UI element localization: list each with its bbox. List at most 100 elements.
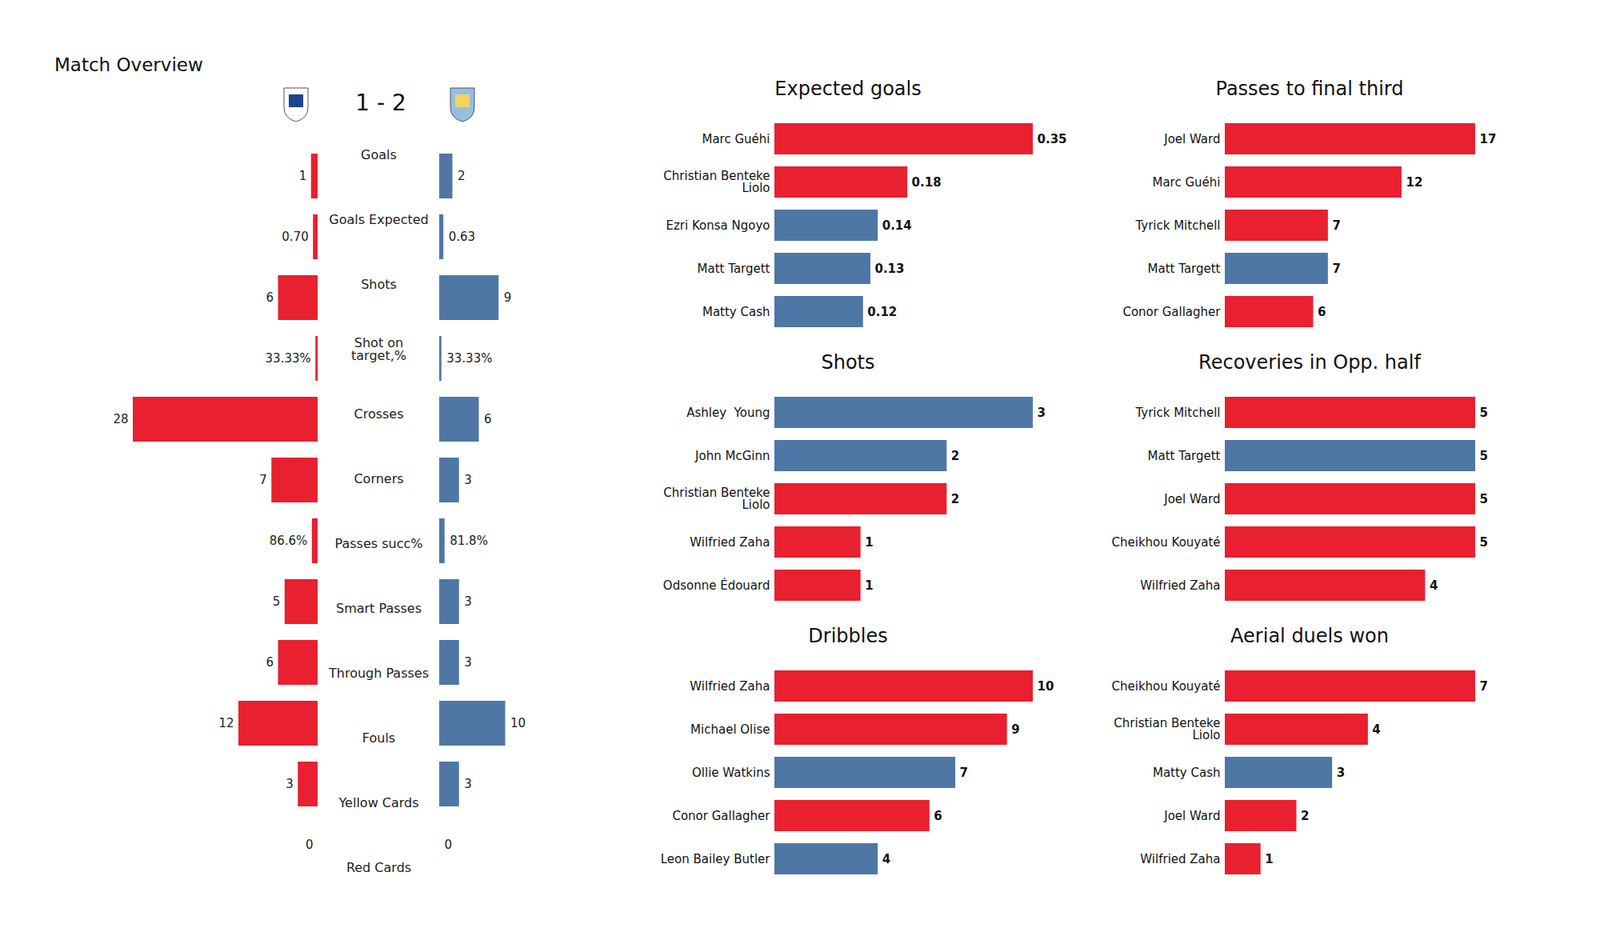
svg-text:6: 6 bbox=[484, 412, 492, 427]
svg-text:3: 3 bbox=[1037, 405, 1046, 420]
svg-text:Marc Guéhi: Marc Guéhi bbox=[1152, 175, 1220, 190]
svg-text:Leon Bailey Butler: Leon Bailey Butler bbox=[660, 852, 772, 867]
svg-text:2: 2 bbox=[951, 448, 960, 464]
svg-text:33.33%: 33.33% bbox=[265, 351, 312, 366]
svg-text:6: 6 bbox=[265, 290, 274, 305]
svg-text:4: 4 bbox=[1429, 578, 1438, 593]
svg-text:Matt Targett: Matt Targett bbox=[1148, 261, 1221, 276]
svg-text:12: 12 bbox=[1405, 175, 1423, 190]
svg-text:Joel Ward: Joel Ward bbox=[1163, 492, 1220, 507]
svg-text:Cheikhou Kouyaté: Cheikhou Kouyaté bbox=[1112, 535, 1221, 550]
svg-text:0.13: 0.13 bbox=[874, 261, 904, 276]
svg-text:Christian BentekeLiolo: Christian BentekeLiolo bbox=[663, 485, 770, 512]
svg-text:81.8%: 81.8% bbox=[449, 533, 488, 548]
svg-text:Joel Ward: Joel Ward bbox=[1163, 808, 1220, 824]
svg-text:5: 5 bbox=[1480, 535, 1488, 550]
svg-text:Passes succ%: Passes succ% bbox=[335, 536, 424, 552]
svg-text:Goals Expected: Goals Expected bbox=[328, 212, 429, 228]
svg-text:Christian BentekeLiolo: Christian BentekeLiolo bbox=[1113, 716, 1220, 743]
svg-text:3: 3 bbox=[464, 594, 472, 609]
svg-text:Smart Passes: Smart Passes bbox=[336, 600, 422, 616]
svg-text:Matty Cash: Matty Cash bbox=[702, 304, 771, 320]
svg-text:6: 6 bbox=[1317, 304, 1326, 320]
svg-text:Corners: Corners bbox=[353, 471, 404, 487]
html-text:Aerial duels won: Aerial duels won bbox=[1230, 624, 1389, 648]
svg-text:Odsonne Édouard: Odsonne Édouard bbox=[663, 577, 771, 593]
svg-text:2: 2 bbox=[457, 168, 466, 184]
html-text:Dribbles: Dribbles bbox=[808, 624, 888, 648]
html-text:1 - 2: 1 - 2 bbox=[355, 89, 407, 116]
svg-text:Wilfried Zaha: Wilfried Zaha bbox=[1140, 578, 1220, 593]
svg-text:10: 10 bbox=[510, 716, 526, 731]
svg-text:28: 28 bbox=[112, 412, 128, 427]
svg-text:6: 6 bbox=[933, 808, 942, 824]
svg-text:3: 3 bbox=[464, 776, 472, 792]
svg-text:86.6%: 86.6% bbox=[269, 533, 308, 548]
svg-text:Wilfried Zaha: Wilfried Zaha bbox=[689, 679, 770, 694]
svg-text:2: 2 bbox=[951, 492, 960, 507]
svg-text:1: 1 bbox=[864, 535, 873, 550]
svg-text:0.14: 0.14 bbox=[882, 218, 912, 233]
svg-text:0.12: 0.12 bbox=[867, 304, 897, 320]
svg-text:Yellow Cards: Yellow Cards bbox=[337, 795, 419, 811]
svg-text:12: 12 bbox=[218, 716, 234, 731]
svg-text:Ezri Konsa Ngoyo: Ezri Konsa Ngoyo bbox=[666, 218, 771, 233]
svg-text:2: 2 bbox=[1300, 808, 1309, 824]
svg-text:Conor Gallagher: Conor Gallagher bbox=[672, 808, 771, 824]
svg-text:7: 7 bbox=[259, 472, 268, 488]
svg-text:7: 7 bbox=[960, 765, 968, 780]
svg-text:Shots: Shots bbox=[360, 276, 397, 292]
svg-text:Ollie Watkins: Ollie Watkins bbox=[692, 765, 771, 780]
svg-text:17: 17 bbox=[1480, 132, 1497, 147]
svg-text:Through Passes: Through Passes bbox=[328, 665, 429, 681]
svg-text:Joel Ward: Joel Ward bbox=[1163, 132, 1220, 147]
svg-text:Tyrick Mitchell: Tyrick Mitchell bbox=[1134, 405, 1220, 420]
svg-text:Matt Targett: Matt Targett bbox=[697, 261, 771, 276]
svg-text:5: 5 bbox=[1480, 492, 1488, 507]
svg-text:Marc Guéhi: Marc Guéhi bbox=[701, 132, 770, 147]
svg-text:0.18: 0.18 bbox=[912, 175, 942, 190]
svg-text:Crosses: Crosses bbox=[353, 406, 404, 422]
svg-text:4: 4 bbox=[882, 852, 891, 867]
svg-text:Cheikhou Kouyaté: Cheikhou Kouyaté bbox=[1112, 679, 1221, 694]
svg-text:Michael Olise: Michael Olise bbox=[690, 722, 770, 737]
svg-text:1: 1 bbox=[299, 168, 308, 184]
svg-text:5: 5 bbox=[272, 594, 281, 609]
svg-text:3: 3 bbox=[464, 472, 472, 488]
svg-text:Red Cards: Red Cards bbox=[346, 860, 412, 876]
svg-text:0: 0 bbox=[444, 837, 453, 852]
svg-text:0.35: 0.35 bbox=[1037, 132, 1068, 147]
svg-text:0.70: 0.70 bbox=[281, 229, 308, 244]
svg-text:33.33%: 33.33% bbox=[446, 351, 492, 366]
svg-text:7: 7 bbox=[1332, 218, 1340, 233]
svg-text:Matty Cash: Matty Cash bbox=[1152, 765, 1221, 780]
svg-text:Conor Gallagher: Conor Gallagher bbox=[1122, 304, 1221, 320]
svg-text:7: 7 bbox=[1480, 679, 1488, 694]
svg-text:Fouls: Fouls bbox=[362, 730, 396, 746]
svg-text:7: 7 bbox=[1332, 261, 1340, 276]
svg-text:10: 10 bbox=[1037, 679, 1055, 694]
svg-text:5: 5 bbox=[1480, 405, 1488, 420]
svg-text:Shot ontarget,%: Shot ontarget,% bbox=[351, 335, 407, 364]
svg-text:0.63: 0.63 bbox=[448, 229, 476, 244]
svg-text:9: 9 bbox=[504, 290, 512, 305]
svg-text:9: 9 bbox=[1011, 722, 1020, 737]
svg-text:Tyrick Mitchell: Tyrick Mitchell bbox=[1134, 218, 1220, 233]
svg-text:0: 0 bbox=[305, 837, 314, 852]
svg-text:1: 1 bbox=[864, 578, 873, 593]
svg-text:Ashley Young: Ashley Young bbox=[686, 405, 770, 420]
svg-text:4: 4 bbox=[1372, 722, 1380, 737]
svg-text:Wilfried Zaha: Wilfried Zaha bbox=[1140, 852, 1220, 867]
svg-text:1: 1 bbox=[1264, 852, 1273, 867]
svg-text:6: 6 bbox=[265, 655, 274, 670]
svg-text:3: 3 bbox=[1336, 765, 1345, 780]
svg-text:John McGinn: John McGinn bbox=[694, 448, 770, 464]
svg-text:5: 5 bbox=[1480, 448, 1488, 464]
svg-text:Goals: Goals bbox=[360, 147, 397, 163]
svg-text:3: 3 bbox=[464, 655, 472, 670]
svg-text:3: 3 bbox=[285, 776, 294, 792]
svg-text:Wilfried Zaha: Wilfried Zaha bbox=[689, 535, 770, 550]
svg-text:Christian BentekeLiolo: Christian BentekeLiolo bbox=[663, 168, 770, 196]
html-text:Expected goals: Expected goals bbox=[774, 77, 922, 100]
svg-text:Matt Targett: Matt Targett bbox=[1148, 448, 1221, 464]
